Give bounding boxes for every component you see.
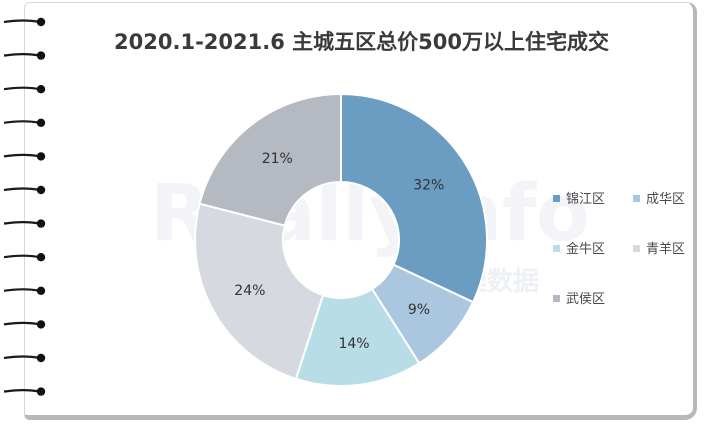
donut-slice-5	[198, 92, 342, 227]
legend-label: 青羊区	[646, 242, 686, 257]
legend-label: 锦江区	[566, 192, 606, 207]
binding-ring	[3, 320, 46, 329]
binding-ring	[3, 152, 46, 161]
binding-ring	[3, 51, 46, 60]
binding-ring	[3, 353, 46, 363]
binding-ring	[3, 253, 46, 262]
legend-item: 锦江区	[553, 188, 605, 207]
binding-ring	[3, 219, 46, 228]
legend-item: 金牛区	[553, 238, 605, 257]
notebook-binding	[3, 17, 46, 396]
slice-value-label: 24%	[234, 283, 265, 299]
slice-value-label: 21%	[262, 151, 293, 167]
legend-label: 武侯区	[566, 292, 606, 307]
legend-swatch	[633, 195, 640, 202]
legend-swatch	[553, 245, 560, 252]
legend-item: 青羊区	[633, 238, 685, 257]
binding-ring	[3, 185, 46, 195]
slice-value-label: 14%	[338, 336, 369, 352]
legend-label: 成华区	[646, 192, 686, 207]
legend-label: 金牛区	[566, 242, 606, 257]
slice-value-label: 32%	[413, 177, 444, 193]
legend-item: 武侯区	[553, 288, 605, 307]
donut-slice-1	[340, 92, 488, 304]
binding-ring	[3, 387, 46, 396]
legend-swatch	[553, 295, 560, 302]
legend-swatch	[633, 245, 640, 252]
chart-title: 2020.1-2021.6 主城五区总价500万以上住宅成交	[114, 30, 609, 54]
binding-ring	[3, 85, 46, 94]
binding-ring	[3, 118, 46, 128]
slice-value-label: 9%	[408, 302, 430, 318]
binding-ring	[3, 17, 46, 27]
legend-swatch	[553, 195, 560, 202]
donut-slice-4	[194, 202, 325, 381]
legend-item: 成华区	[633, 188, 685, 207]
binding-ring	[3, 286, 46, 295]
